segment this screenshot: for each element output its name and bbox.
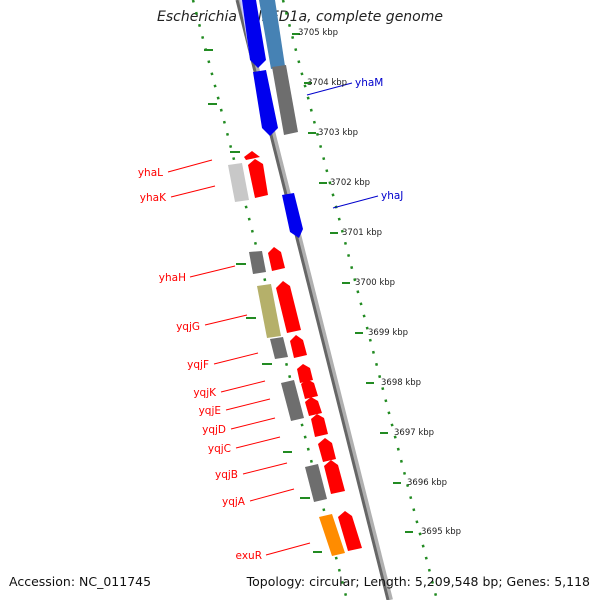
right-major-ticks <box>292 33 413 533</box>
gene-label-yhaH: yhaH <box>159 272 186 284</box>
gene-label-yqjE: yqjE <box>199 405 221 417</box>
gene-label-exuR: exuR <box>236 550 262 562</box>
right-gene-labels: yhaM yhaJ <box>355 77 403 202</box>
map-title: Escherichia coli ED1a, complete genome <box>157 9 443 25</box>
gene-label-yhaJ: yhaJ <box>381 190 403 202</box>
kbp-label: 3703 kbp <box>318 128 358 138</box>
kbp-label: 3698 kbp <box>381 378 421 388</box>
kbp-label: 3700 kbp <box>355 278 395 288</box>
feature-red-yhaH <box>268 247 285 271</box>
feature-red-yqjB <box>318 438 336 462</box>
feature-red-yqjE <box>301 379 318 399</box>
feature-red-yhaL <box>244 151 260 160</box>
gene-label-yhaM: yhaM <box>355 77 383 89</box>
feature-gray-yhaH <box>249 251 266 274</box>
feature-steel-blue <box>259 0 285 69</box>
gene-label-yhaK: yhaK <box>140 192 167 204</box>
kbp-label: 3705 kbp <box>298 28 338 38</box>
feature-red-yqjK <box>297 364 313 383</box>
feature-gray-yqjA <box>305 464 327 502</box>
left-major-ticks <box>204 49 322 553</box>
left-gene-labels: yhaL yhaK yhaH yqjG yqjF yqjK yqjE yqjD … <box>138 167 262 562</box>
kbp-label: 3704 kbp <box>307 78 347 88</box>
gene-label-yqjK: yqjK <box>193 387 217 399</box>
gene-label-yqjD: yqjD <box>202 424 226 436</box>
kbp-label: 3699 kbp <box>368 328 408 338</box>
gene-label-yqjA: yqjA <box>222 496 246 508</box>
feature-red-yqjD <box>305 397 322 416</box>
feature-blue-yhaM-reverse <box>253 70 278 136</box>
feature-red-yhaK <box>248 159 268 198</box>
kbp-labels: 3705 kbp 3704 kbp 3703 kbp 3702 kbp 3701… <box>298 28 461 537</box>
kbp-label: 3696 kbp <box>407 478 447 488</box>
connector-yhaJ <box>332 195 379 209</box>
kbp-label: 3695 kbp <box>421 527 461 537</box>
feature-olive-yqjG <box>257 284 281 338</box>
feature-gray-yqjF <box>270 337 288 359</box>
feature-red-exuR <box>338 511 362 551</box>
gene-label-yqjC: yqjC <box>208 443 231 455</box>
accession-text: Accession: NC_011745 <box>9 574 152 589</box>
gene-label-yqjF: yqjF <box>187 359 209 371</box>
kbp-label: 3697 kbp <box>394 428 434 438</box>
gene-label-yhaL: yhaL <box>138 167 163 179</box>
feature-light-gray-yhaK <box>228 163 249 202</box>
kbp-label: 3702 kbp <box>330 178 370 188</box>
feature-red-yqjG <box>276 281 301 333</box>
left-label-connectors <box>167 159 311 556</box>
gene-label-yqjG: yqjG <box>176 321 200 333</box>
gene-label-yqjB: yqjB <box>215 469 238 481</box>
outer-scale-track-right <box>281 0 439 600</box>
topology-text: Topology: circular; Length: 5,209,548 bp… <box>246 574 590 589</box>
feature-red-yqjC <box>311 414 328 437</box>
feature-gray-yhaM <box>272 65 298 135</box>
feature-red-yqjA <box>324 460 345 494</box>
feature-red-yqjF <box>290 335 307 358</box>
feature-gray-yqjK-yqjE <box>281 380 304 421</box>
connector-yhaM <box>306 82 353 96</box>
kbp-label: 3701 kbp <box>342 228 382 238</box>
feature-orange-exuR <box>319 514 345 556</box>
feature-blue-reverse <box>242 0 266 68</box>
feature-blue-yhaJ <box>282 193 303 238</box>
